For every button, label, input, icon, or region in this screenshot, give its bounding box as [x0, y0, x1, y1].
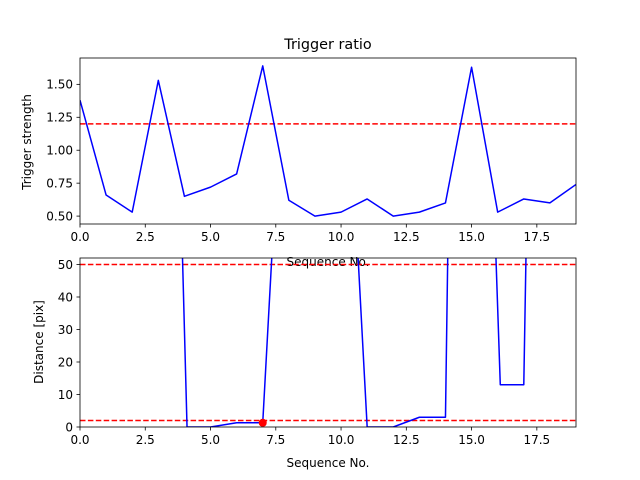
axes-frame: [79, 257, 577, 428]
x-tick-label: 12.5: [393, 433, 420, 447]
highlight-point: [258, 418, 267, 427]
trigger-ratio-panel: Trigger ratio 0.0 2.5 5.0 7.5 10.0 12.5 15.0 17…: [20, 37, 577, 269]
distance-panel: 0.0 2.5 5.0 7.5 10.0 12.5 15.0 17.501020304050 …: [32, 257, 577, 470]
x-tick-label: 2.5: [136, 230, 155, 244]
x-tick-label: 10.0: [328, 433, 355, 447]
y-tick-label: 10: [58, 388, 73, 402]
y-tick-label: 0.50: [46, 209, 73, 223]
x-axis-label: Sequence No.: [287, 456, 370, 470]
x-tick-label: 15.0: [458, 230, 485, 244]
x-tick-label: 7.5: [266, 433, 285, 447]
y-tick-label: 1.00: [46, 144, 73, 158]
x-axis-label: Sequence No.: [287, 255, 370, 269]
x-tick-label: 2.5: [136, 433, 155, 447]
y-axis-label: Trigger strength: [20, 94, 34, 191]
y-tick-label: 1.25: [46, 111, 73, 125]
y-tick-label: 0.75: [46, 176, 73, 190]
distance-plot-area: 0.0 2.5 5.0 7.5 10.0 12.5 15.0 17.5 0 10 20 30 40 50: [58, 257, 577, 447]
plot-marks: [80, 258, 576, 427]
y-tick-label: 0: [65, 420, 73, 434]
x-tick-label: 10.0: [328, 230, 355, 244]
y-tick-label: 40: [58, 290, 73, 304]
x-tick-label: 0.0: [70, 433, 89, 447]
x-tick-label: 0.0: [70, 230, 89, 244]
trigger-ratio-plot-area: 0.0 2.5 5.0 7.5 10.0 12.5 15.0 17.5 0.50 0.75 1.00…: [46, 57, 577, 244]
y-tick-label: 1.50: [46, 78, 73, 92]
plot-marks: [80, 65, 576, 217]
axes-frame: [79, 57, 577, 225]
chart-title: Trigger ratio: [283, 37, 372, 53]
x-tick-label: 5.0: [201, 433, 220, 447]
x-tick-label: 7.5: [266, 230, 285, 244]
x-tick-label: 17.5: [523, 433, 550, 447]
y-tick-label: 20: [58, 355, 73, 369]
y-tick-label: 30: [58, 323, 73, 337]
x-tick-label: 15.0: [458, 433, 485, 447]
x-tick-label: 5.0: [201, 230, 220, 244]
y-axis-label: Distance [pix]: [32, 300, 46, 384]
series-line: [181, 258, 527, 427]
x-tick-label: 17.5: [523, 230, 550, 244]
series-line: [80, 65, 576, 217]
y-tick-label: 50: [58, 258, 73, 272]
x-tick-label: 12.5: [393, 230, 420, 244]
